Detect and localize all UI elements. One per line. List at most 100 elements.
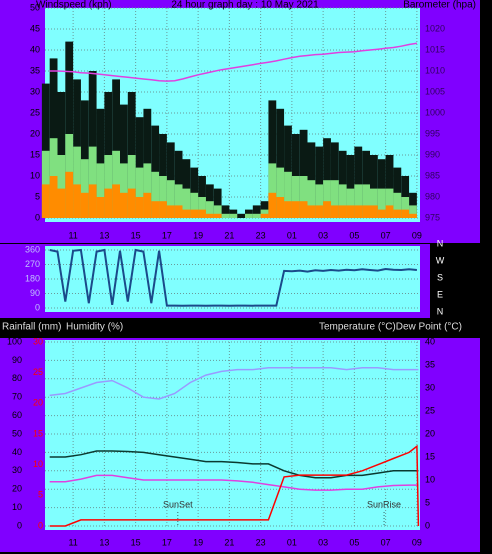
y-tick-label: 15	[30, 149, 40, 159]
x-tick-label: 13	[99, 537, 109, 547]
y-axis-label: Humidity (%)	[66, 322, 123, 333]
data-line	[49, 367, 419, 400]
y-tick-label: 360	[25, 244, 40, 254]
x-tick-label: 17	[162, 230, 172, 240]
wind-bar	[237, 213, 245, 218]
wind-bar	[135, 167, 144, 218]
wind-bar	[213, 188, 222, 218]
wind-bar	[354, 146, 363, 218]
wind-bar	[198, 209, 206, 218]
plot-area	[45, 340, 420, 530]
wind-bar	[104, 155, 113, 218]
wind-bar	[409, 213, 417, 218]
wind-bar	[393, 209, 402, 218]
y2-tick-label: 15	[425, 451, 435, 461]
wind-bar	[370, 205, 378, 218]
wind-bar	[127, 155, 136, 218]
y-tick-label: 70	[12, 392, 22, 402]
x-tick-label: 13	[99, 230, 109, 240]
y-tick-label: 30	[30, 86, 40, 96]
y-tick-label: 5	[35, 191, 40, 201]
y-tick-label: 50	[12, 428, 22, 438]
wind-bar	[73, 184, 81, 218]
y-tick-label: 40	[30, 44, 40, 54]
wind-bar	[315, 184, 324, 218]
wind-bar	[252, 213, 261, 218]
y-tick-label: 270	[25, 259, 40, 269]
y2-axis-label: Barometer (hpa)	[403, 0, 476, 11]
x-tick-label: 23	[256, 537, 266, 547]
x-tick-label: 17	[162, 537, 172, 547]
x-tick-label: 01	[287, 230, 297, 240]
wind-bar	[73, 146, 81, 218]
y2-tick-label: 985	[425, 170, 440, 180]
wind-bar	[323, 138, 331, 218]
x-tick-label: 07	[381, 537, 391, 547]
wind-bar	[315, 205, 324, 218]
wind-bar	[80, 159, 89, 218]
x-tick-label: 15	[131, 537, 141, 547]
y2-tick-label: W	[436, 255, 445, 265]
wind-bar	[57, 155, 66, 218]
y-tick-label: 90	[12, 355, 22, 365]
wind-bar	[268, 100, 277, 218]
wind-bar	[330, 180, 339, 218]
y3-tick-label: 0	[38, 520, 43, 530]
wind-bar	[182, 188, 191, 218]
wind-bar	[213, 213, 222, 218]
wind-bar	[323, 180, 331, 218]
wind-bar	[135, 197, 144, 218]
x-tick-label: 21	[224, 537, 234, 547]
wind-bar	[260, 213, 269, 218]
wind-bar	[401, 209, 410, 218]
data-line	[49, 444, 420, 527]
wind-bar	[190, 192, 199, 218]
wind-bar	[409, 205, 417, 218]
wind-bar	[120, 163, 128, 218]
x-tick-label: 09	[412, 537, 422, 547]
y2-tick-label: 980	[425, 191, 440, 201]
wind-bar	[174, 205, 183, 218]
data-line	[49, 450, 419, 479]
wind-bar	[120, 192, 128, 218]
wind-bar	[88, 71, 97, 218]
wind-bar	[291, 201, 300, 218]
wind-bar	[299, 129, 308, 218]
x-tick-label: 03	[318, 537, 328, 547]
wind-bar	[291, 176, 300, 218]
y3-tick-label: 25	[33, 367, 43, 377]
y3-axis-label: Rainfall (mm)	[2, 322, 61, 333]
x-tick-label: 11	[68, 230, 77, 240]
wind-bar	[276, 167, 285, 218]
wind-bar	[252, 205, 261, 218]
wind-bar	[307, 205, 316, 218]
chart-title: 24 hour graph day : 10 May 2021	[171, 0, 319, 11]
x-tick-label: 19	[193, 230, 203, 240]
wind-bar	[198, 197, 206, 218]
y-tick-label: 0	[17, 520, 22, 530]
wind-bar	[143, 163, 152, 218]
wind-bar	[284, 171, 292, 218]
wind-bar	[323, 201, 331, 218]
wind-bar	[377, 209, 386, 218]
wind-bar	[221, 205, 230, 218]
wind-bar	[245, 213, 253, 218]
x-tick-label: 05	[349, 537, 359, 547]
annotation: SunRise	[367, 499, 401, 509]
y-axis-label: Windspeed (kph)	[36, 0, 112, 11]
wind-bar	[401, 197, 410, 218]
y-tick-label: 30	[12, 465, 22, 475]
y2-tick-label: 30	[425, 382, 435, 392]
wind-bar	[338, 205, 347, 218]
y2-tick-label: 0	[425, 520, 430, 530]
wind-bar	[104, 188, 113, 218]
wind-bar	[385, 205, 394, 218]
wind-bar	[299, 201, 308, 218]
y2-tick-label: 990	[425, 149, 440, 159]
wind-bar	[190, 209, 199, 218]
x-tick-label: 21	[224, 230, 234, 240]
x-tick-label: 09	[412, 230, 422, 240]
y2-tick-label: 40	[425, 336, 435, 346]
x-tick-label: 19	[193, 537, 203, 547]
